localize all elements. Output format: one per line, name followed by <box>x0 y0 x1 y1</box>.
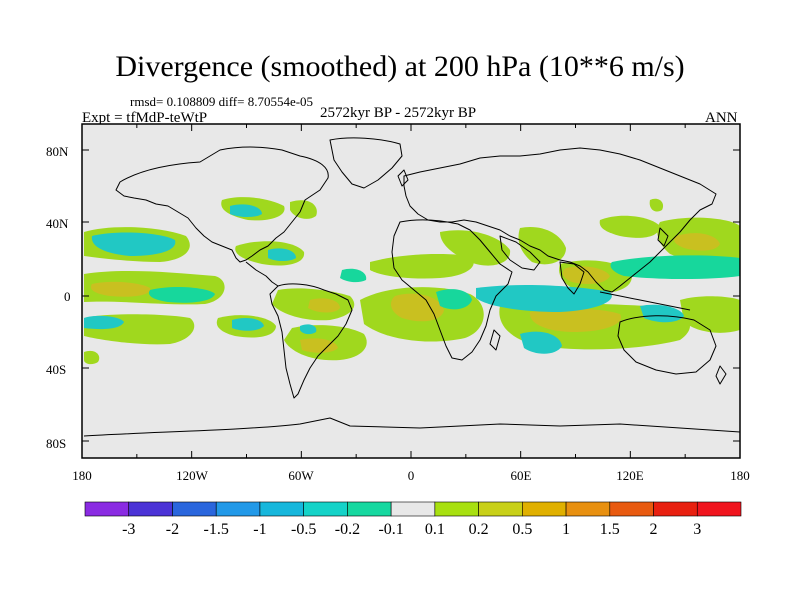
field-blob <box>680 296 740 333</box>
colorbar-label: -0.1 <box>378 521 403 538</box>
central-america-coast <box>245 261 279 287</box>
colorbar-label: 0.5 <box>512 521 532 538</box>
field-blob <box>84 350 100 365</box>
antarctica-coast <box>83 417 740 437</box>
colorbar-label: 0.1 <box>425 521 445 538</box>
field-blob <box>290 200 317 219</box>
lon-label: 180 <box>730 468 750 483</box>
colorbar-label: -3 <box>122 521 135 538</box>
field-blob <box>649 198 664 212</box>
season-label: ANN <box>705 110 738 126</box>
colorbar-label: 0.2 <box>469 521 489 538</box>
field-blob <box>340 268 367 283</box>
colorbar-label: -1 <box>253 521 266 538</box>
colorbar-labels: -3 -2 -1.5 -1 -0.5 -0.2 -0.1 0.1 0.2 0.5 1 1.5 2 3 <box>122 521 701 538</box>
colorbar-swatch <box>478 501 523 517</box>
colorbar-swatch <box>653 501 698 517</box>
lon-label: 60E <box>511 468 532 483</box>
arabia-coast <box>499 235 541 271</box>
latitude-axis: 80N 40N 0 40S 80S <box>46 144 71 451</box>
lat-label: 0 <box>64 289 71 304</box>
colorbar-label: -2 <box>166 521 179 538</box>
longitude-axis: 180 120W 60W 0 60E 120E 180 <box>72 468 750 483</box>
colorbar-swatch <box>303 501 348 517</box>
period-label: 2572kyr BP - 2572kyr BP <box>320 105 477 121</box>
colorbar-swatch <box>347 501 392 517</box>
lat-label: 40N <box>46 216 69 231</box>
colorbar-label: -1.5 <box>204 521 229 538</box>
colorbar-swatch <box>259 501 304 517</box>
lon-label: 0 <box>408 468 415 483</box>
field-blob <box>300 324 317 335</box>
field-blob <box>300 338 338 353</box>
europe-asia-coast <box>403 147 717 293</box>
field-blob <box>520 331 562 354</box>
africa-coast <box>391 219 513 361</box>
north-america-coast <box>115 146 329 263</box>
colorbar-swatch <box>390 501 436 517</box>
colorbar-swatch <box>84 501 130 517</box>
lon-label: 180 <box>72 468 92 483</box>
greenland-coast <box>329 137 403 189</box>
lon-label: 120W <box>176 468 209 483</box>
field-blob <box>91 232 176 256</box>
colorbar-label: 1 <box>562 521 570 538</box>
south-america-coast <box>269 283 353 399</box>
colorbar-swatch <box>215 501 261 517</box>
lon-label: 120E <box>616 468 644 483</box>
uk-coast <box>397 169 409 187</box>
field-blob <box>610 255 740 279</box>
field-blob <box>370 254 474 279</box>
indonesia-coast <box>599 291 691 311</box>
field-blob <box>440 230 511 266</box>
colorbar-swatch <box>522 501 567 517</box>
field-blob <box>529 308 621 332</box>
madagascar-coast <box>489 329 501 351</box>
field-blob <box>599 215 660 238</box>
lat-label: 40S <box>46 362 66 377</box>
lat-label: 80N <box>46 144 69 159</box>
rmsd-stats: rmsd= 0.108809 diff= 8.70554e-05 <box>130 94 314 109</box>
colorbar <box>84 501 742 517</box>
field-blob <box>390 293 444 322</box>
experiment-label: Expt = tfMdP-teWtP <box>82 110 208 126</box>
colorbar-swatch <box>128 501 173 517</box>
colorbar-swatch <box>609 501 654 517</box>
strong-divergence-regions <box>90 233 720 353</box>
convergence-regions <box>84 204 740 354</box>
colorbar-label: 1.5 <box>600 521 620 538</box>
nz-coast <box>715 365 727 385</box>
field-blob <box>84 315 124 330</box>
field-blob <box>436 289 472 310</box>
field-blob <box>562 266 610 284</box>
colorbar-swatch <box>565 501 611 517</box>
coastlines <box>83 137 740 437</box>
australia-coast <box>617 315 717 375</box>
colorbar-swatch <box>434 501 479 517</box>
field-blob <box>148 287 215 303</box>
field-blob <box>640 304 684 323</box>
field-blob <box>518 226 566 265</box>
field-blob <box>674 233 720 251</box>
axis-ticks <box>81 124 741 458</box>
divergence-field <box>84 197 740 365</box>
map-title: Divergence (smoothed) at 200 hPa (10**6 … <box>115 50 685 83</box>
colorbar-label: 2 <box>650 521 658 538</box>
colorbar-swatch <box>696 501 742 517</box>
field-blob <box>230 204 262 217</box>
field-blob <box>268 248 296 261</box>
colorbar-label: 3 <box>693 521 701 538</box>
colorbar-swatch <box>172 501 217 517</box>
field-blob <box>476 285 612 312</box>
field-blob <box>308 298 340 313</box>
india-coast <box>559 261 585 295</box>
colorbar-label: -0.2 <box>335 521 360 538</box>
colorbar-label: -0.5 <box>291 521 316 538</box>
field-blob <box>232 318 264 331</box>
lon-label: 60W <box>288 468 314 483</box>
japan-coast <box>657 227 669 247</box>
field-blob <box>90 281 151 297</box>
lat-label: 80S <box>46 436 66 451</box>
